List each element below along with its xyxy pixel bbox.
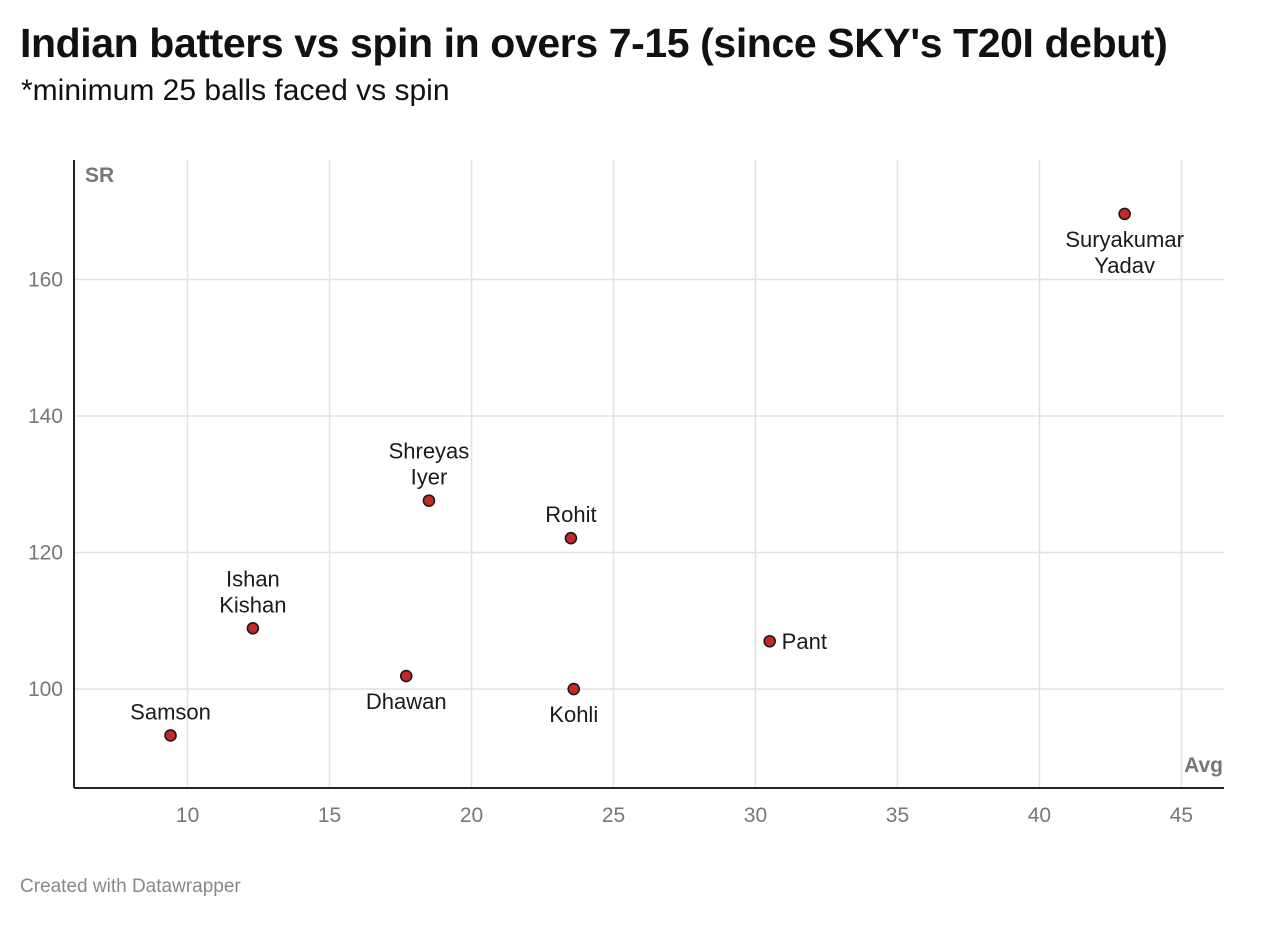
x-tick-label: 25 xyxy=(602,804,625,827)
footer-credit: Created with Datawrapper xyxy=(20,876,241,897)
x-tick-label: 35 xyxy=(886,804,909,827)
chart-title: Indian batters vs spin in overs 7-15 (si… xyxy=(20,20,1168,66)
y-axis-title: SR xyxy=(85,164,114,187)
point-labels: Suryakumar Yadav Shreyas Iyer Rohit Ishan Kish… xyxy=(130,227,1184,727)
data-points xyxy=(164,207,1131,742)
y-tick-label: 160 xyxy=(28,268,63,291)
y-tick-label: 120 xyxy=(28,542,63,565)
point-label-dhawan: Dhawan xyxy=(366,689,447,714)
y-tick-label: 100 xyxy=(28,678,63,701)
point-label-rohit: Rohit xyxy=(545,502,596,527)
axes xyxy=(73,160,1224,789)
point-label-samson: Samson xyxy=(130,699,211,724)
x-axis-title: Avg xyxy=(1184,754,1223,777)
data-point-suryakumar-yadav xyxy=(1118,207,1131,221)
point-label-shreyas-iyer: Shreyas Iyer xyxy=(389,439,470,490)
x-tick-label: 30 xyxy=(744,804,767,827)
point-label-ishan-kishan: Ishan Kishan xyxy=(219,566,286,617)
data-point-ishan-kishan xyxy=(246,621,260,635)
data-point-rohit xyxy=(564,531,578,545)
x-tick-label: 15 xyxy=(318,804,341,827)
data-point-kohli xyxy=(567,682,581,696)
data-point-shreyas-iyer xyxy=(422,494,436,507)
data-point-samson xyxy=(164,729,177,742)
point-label-suryakumar-yadav: Suryakumar Yadav xyxy=(1065,227,1184,278)
y-tick-label: 140 xyxy=(28,405,63,428)
point-label-kohli: Kohli xyxy=(549,702,598,727)
data-point-dhawan xyxy=(399,669,413,683)
x-tick-label: 20 xyxy=(460,804,483,827)
data-point-pant xyxy=(763,634,776,648)
point-label-pant: Pant xyxy=(782,629,827,654)
tick-labels: 10 15 20 25 30 35 40 45 100 120 140 160 xyxy=(28,268,1193,827)
x-tick-label: 10 xyxy=(176,804,199,827)
chart-subtitle: *minimum 25 balls faced vs spin xyxy=(21,74,450,107)
x-tick-label: 40 xyxy=(1028,804,1051,827)
grid-lines xyxy=(74,160,1224,788)
x-tick-label: 45 xyxy=(1170,804,1193,827)
